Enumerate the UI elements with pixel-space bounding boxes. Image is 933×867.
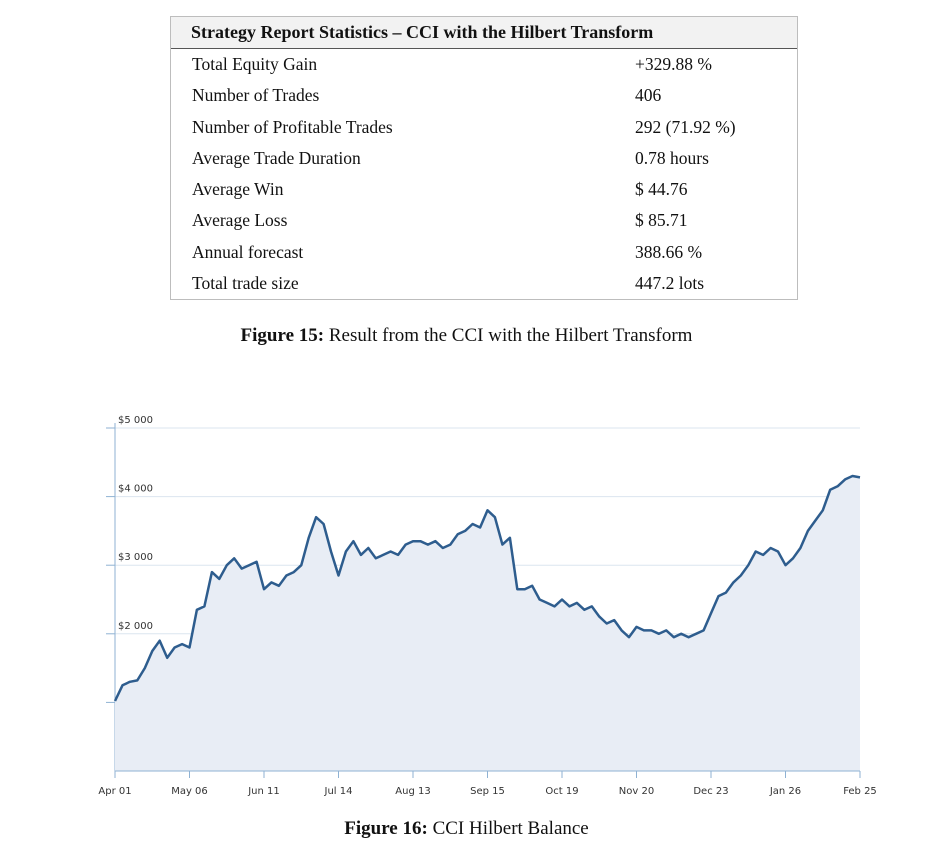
cell-value: 0.78 hours (635, 147, 709, 168)
caption-text: CCI Hilbert Balance (432, 818, 589, 839)
table-row: Average Loss $ 85.71 (171, 205, 797, 236)
x-tick-label: Sep 15 (470, 786, 505, 797)
caption-label: Figure 15: (240, 325, 325, 346)
area (115, 476, 860, 771)
table-row: Number of Profitable Trades 292 (71.92 %) (171, 112, 797, 143)
cell-label: Average Loss (192, 210, 288, 231)
x-tick-label: Jul 14 (324, 786, 353, 797)
cell-value: +329.88 % (635, 54, 712, 74)
cell-label: Total trade size (192, 273, 299, 294)
cell-label: Number of Profitable Trades (192, 116, 393, 137)
caption: Figure 16: CCI Hilbert Balance (0, 818, 933, 840)
y-tick-label: $4 000 (118, 484, 153, 495)
cell-value: $ 85.71 (635, 210, 688, 231)
table-body: Total Equity Gain +329.88 % Number of Trad… (171, 49, 797, 299)
caption-label: Figure 16: (344, 818, 428, 839)
x-tick-label: May 06 (171, 786, 208, 797)
table-row: Number of Trades 406 (171, 80, 797, 111)
table-row: Average Win $ 44.76 (171, 174, 797, 205)
x-tick-label: Aug 13 (395, 786, 430, 797)
caption: Figure 15: Result from the CCI with the … (0, 325, 933, 347)
y-tick-label: $5 000 (118, 415, 153, 426)
x-tick-label: Dec 23 (693, 786, 728, 797)
table-row: Total trade size 447.2 lots (171, 268, 797, 299)
stats-table: Strategy Report Statistics – CCI with th… (170, 16, 798, 301)
x-tick-label: Feb 25 (843, 786, 877, 797)
table-row: Total Equity Gain +329.88 % (171, 49, 797, 80)
x-tick-label: Nov 20 (619, 786, 654, 797)
cell-label: Number of Trades (192, 85, 320, 106)
y-tick-label: $3 000 (118, 552, 153, 563)
y-tick-label: $2 000 (118, 621, 153, 632)
line (113, 474, 861, 702)
cell-value: 406 (635, 85, 662, 106)
cell-label: Average Trade Duration (192, 147, 361, 168)
cell-value: 388.66 % (635, 241, 703, 262)
x-tick-label: Apr 01 (98, 786, 131, 797)
caption-text: Result from the CCI with the Hilbert Tra… (328, 325, 693, 346)
cell-label: Total Equity Gain (192, 54, 318, 74)
cell-value: 447.2 lots (635, 273, 705, 294)
cell-label: Average Win (192, 179, 284, 200)
table-row: Annual forecast 388.66 % (171, 237, 797, 268)
table-header: Strategy Report Statistics – CCI with th… (171, 17, 797, 49)
cell-value: 292 (71.92 %) (635, 116, 736, 137)
cell-value: $ 44.76 (635, 179, 688, 200)
table-row: Average Trade Duration 0.78 hours (171, 143, 797, 174)
cell-label: Annual forecast (192, 241, 304, 262)
x-tick-label: Oct 19 (545, 786, 578, 797)
x-tick-label: Jun 11 (247, 786, 280, 797)
x-tick-label: Jan 26 (769, 786, 801, 797)
